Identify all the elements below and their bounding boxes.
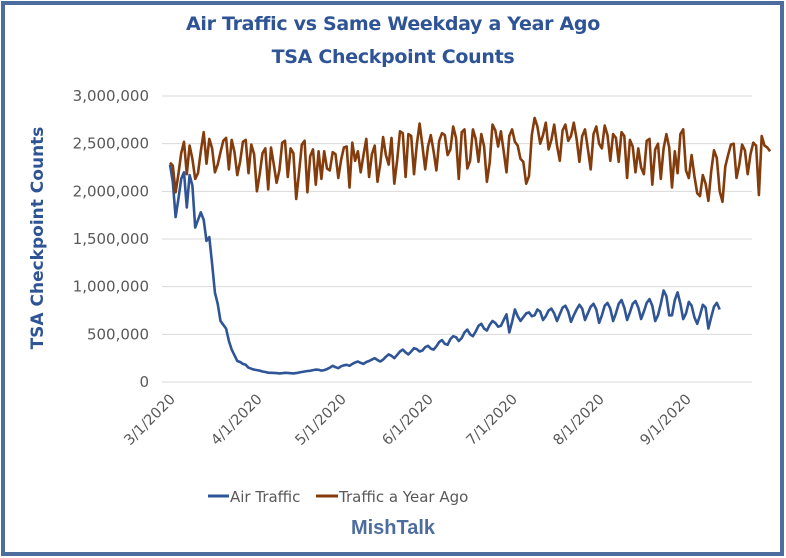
- y-tick-label: 1,500,000: [73, 230, 149, 248]
- x-tick-label: 7/1/2020: [464, 392, 521, 449]
- x-tick-label: 6/1/2020: [379, 392, 436, 449]
- brand-label: MishTalk: [350, 517, 436, 539]
- y-tick-label: 3,000,000: [73, 87, 149, 105]
- series-line-air-traffic: [168, 164, 721, 375]
- x-tick-label: 4/1/2020: [208, 392, 265, 449]
- y-tick-label: 2,000,000: [73, 182, 149, 200]
- series-line-traffic-a-year-ago: [169, 116, 772, 204]
- y-tick-label: 0: [139, 373, 149, 391]
- y-tick-label: 2,500,000: [73, 135, 149, 153]
- x-axis-ticks: 3/1/2020 4/1/2020 5/1/2020 6/1/2020 7/1/2020…: [121, 392, 694, 449]
- series-lines: [168, 116, 772, 375]
- y-tick-label: 1,000,000: [73, 278, 149, 296]
- x-tick-label: 9/1/2020: [637, 392, 694, 449]
- y-tick-label: 500,000: [87, 325, 149, 343]
- x-tick-label: 5/1/2020: [293, 392, 350, 449]
- x-tick-label: 3/1/2020: [121, 392, 178, 449]
- chart-title: Air Traffic vs Same Weekday a Year Ago: [186, 13, 600, 35]
- legend-label-traffic-a-year-ago: Traffic a Year Ago: [338, 488, 468, 506]
- x-tick-label: 8/1/2020: [551, 392, 608, 449]
- y-axis-label: TSA Checkpoint Counts: [28, 127, 48, 350]
- legend-label-air-traffic: Air Traffic: [230, 488, 300, 506]
- chart-subtitle: TSA Checkpoint Counts: [271, 46, 515, 68]
- legend: Air Traffic Traffic a Year Ago: [208, 488, 468, 506]
- y-axis-ticks: 0 500,000 1,000,000 1,500,000 2,000,000 2,500…: [73, 87, 149, 391]
